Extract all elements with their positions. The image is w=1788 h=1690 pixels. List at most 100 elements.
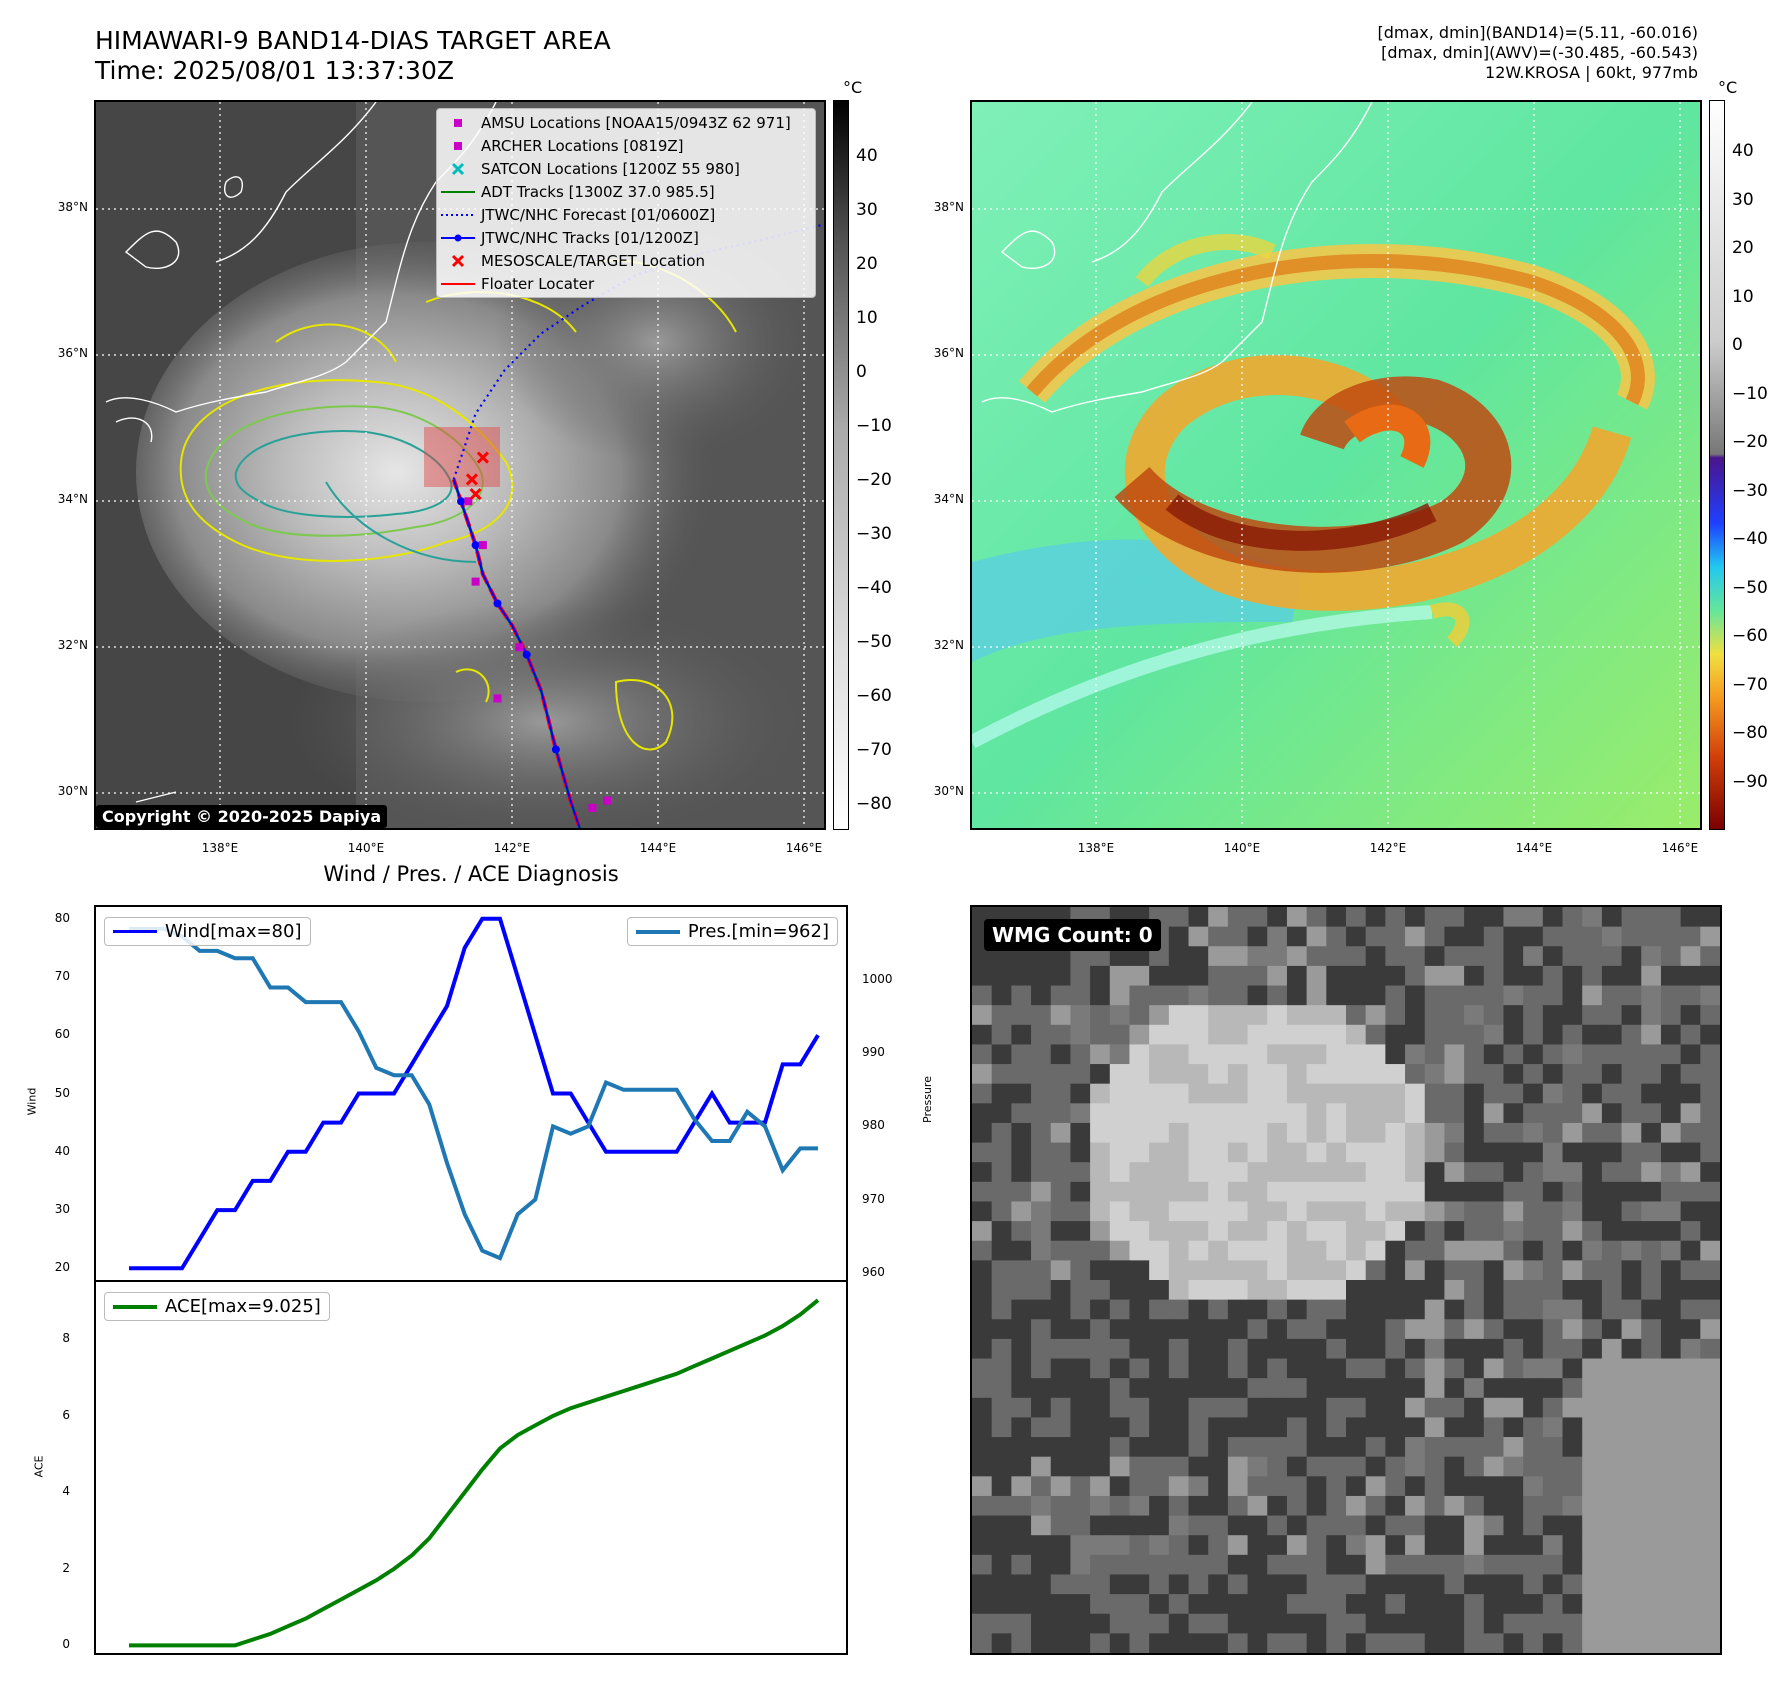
wmg-cell	[1641, 1064, 1662, 1085]
wmg-cell	[1405, 1044, 1426, 1065]
wmg-cell	[1227, 1456, 1249, 1477]
wmg-cell	[1621, 1044, 1642, 1065]
wmg-cell	[1090, 1515, 1111, 1536]
wmg-cell	[1641, 1515, 1662, 1536]
ir-colorbar-tick: −30	[856, 524, 892, 544]
wmg-cell	[1286, 1005, 1308, 1026]
wmg-cell	[1070, 1103, 1091, 1124]
wmg-cell	[1405, 1221, 1426, 1242]
wmg-cell	[1070, 1515, 1091, 1536]
wmg-cell	[1208, 1574, 1229, 1595]
wmg-cell	[1227, 1024, 1249, 1045]
wmg-cell	[1267, 1280, 1288, 1301]
wmg-cell	[1503, 946, 1524, 967]
wmg-cell	[1700, 926, 1720, 947]
wmg-cell	[1385, 926, 1406, 947]
wmg-cell	[1267, 1044, 1288, 1065]
wmg-cell	[1660, 1397, 1682, 1418]
wmg-cell	[1523, 1181, 1544, 1202]
wmg-cell	[1385, 1574, 1406, 1595]
wmg-cell	[1464, 1495, 1485, 1517]
ir-colorbar-tick: 20	[856, 254, 878, 274]
wmg-cell	[1503, 1574, 1524, 1595]
wmg-cell	[1660, 1201, 1682, 1222]
wmg-cell	[1444, 1122, 1465, 1144]
wmg-cell	[1365, 907, 1386, 928]
lat-tick-label: 36°N	[57, 346, 88, 360]
wmg-cell	[1267, 1535, 1288, 1556]
wmg-cell	[1444, 1044, 1465, 1065]
ace-legend-line	[113, 1304, 157, 1309]
wmg-cell	[1031, 1064, 1052, 1085]
wmg-cell	[1641, 1240, 1662, 1261]
wmg-cell	[1129, 1515, 1150, 1536]
wmg-cell	[1188, 1417, 1209, 1438]
wmg-cell	[1562, 1417, 1583, 1438]
ir-colorbar-unit: °C	[843, 78, 863, 97]
wmg-cell	[1405, 1633, 1426, 1653]
wmg-cell	[1365, 1260, 1386, 1281]
wmg-cell	[1601, 1221, 1623, 1242]
wmg-cell	[1700, 1024, 1720, 1045]
wmg-cell	[1227, 1574, 1249, 1595]
wmg-cell	[1641, 926, 1662, 947]
wmg-cell	[1267, 1495, 1288, 1517]
wind-tick-label: 30	[54, 1202, 70, 1217]
wmg-cell	[1227, 907, 1249, 928]
wmg-cell	[1050, 1083, 1071, 1104]
wmg-cell	[991, 1260, 1012, 1281]
wmg-cell	[1306, 907, 1327, 928]
wmg-cell	[1365, 1064, 1386, 1085]
wmg-cell	[1227, 1064, 1249, 1085]
wmg-cell	[1542, 1437, 1564, 1458]
wmg-cell	[1109, 1221, 1130, 1242]
wmg-cell	[1050, 1240, 1071, 1261]
wmg-cell	[1700, 1280, 1720, 1301]
wmg-cell	[1267, 1633, 1288, 1653]
wmg-cell	[1562, 1574, 1583, 1595]
wmg-cell	[1090, 1122, 1111, 1144]
wmg-cell	[1188, 1083, 1209, 1104]
wmg-cell	[1503, 1633, 1524, 1653]
lon-tick-label: 140°E	[1223, 841, 1261, 855]
wmg-cell	[1247, 1456, 1268, 1477]
wmg-cell	[1090, 1319, 1111, 1340]
wmg-cell	[1424, 1181, 1445, 1202]
wmg-cell	[1286, 1142, 1308, 1163]
pres-legend-label: Pres.[min=962]	[687, 921, 829, 942]
wmg-cell	[1444, 1417, 1465, 1438]
wmg-cell	[1090, 1240, 1111, 1261]
legend-symbol	[441, 213, 475, 216]
wmg-cell	[1621, 1083, 1642, 1104]
wmg-cell	[1149, 1162, 1170, 1183]
wmg-cell	[1070, 1260, 1091, 1281]
wmg-cell	[1582, 1574, 1603, 1595]
wmg-cell	[1503, 1495, 1524, 1517]
wmg-cell	[1424, 1280, 1445, 1301]
wmg-cell	[1641, 1122, 1662, 1144]
wmg-cell	[1700, 965, 1720, 987]
wmg-cell	[1188, 1280, 1209, 1301]
wmg-cell	[972, 1319, 993, 1340]
wmg-cell	[1503, 1260, 1524, 1281]
wmg-cell	[1188, 1535, 1209, 1556]
wmg-cell	[1031, 1378, 1052, 1399]
wmg-cell	[1405, 1162, 1426, 1183]
wmg-cell	[1601, 1064, 1623, 1085]
wmg-cell	[1050, 1162, 1071, 1183]
wmg-cell	[1700, 1515, 1720, 1536]
wmg-cell	[1031, 1554, 1052, 1575]
legend-label: JTWC/NHC Forecast [01/0600Z]	[481, 205, 716, 224]
wmg-cell	[1601, 1633, 1623, 1653]
figure-title: HIMAWARI-9 BAND14-DIAS TARGET AREA	[95, 26, 611, 55]
wmg-cell	[1464, 1437, 1485, 1458]
jtwc-track-point	[551, 745, 560, 754]
legend-symbol	[441, 190, 475, 193]
wmg-cell	[1464, 1181, 1485, 1202]
legend-label: MESOSCALE/TARGET Location	[481, 251, 706, 270]
wmg-cell	[1129, 1397, 1150, 1418]
wmg-cell	[1168, 1378, 1190, 1399]
wmg-cell	[1267, 1260, 1288, 1281]
wmg-cell	[1542, 1221, 1564, 1242]
wmg-cell	[1365, 1378, 1386, 1399]
